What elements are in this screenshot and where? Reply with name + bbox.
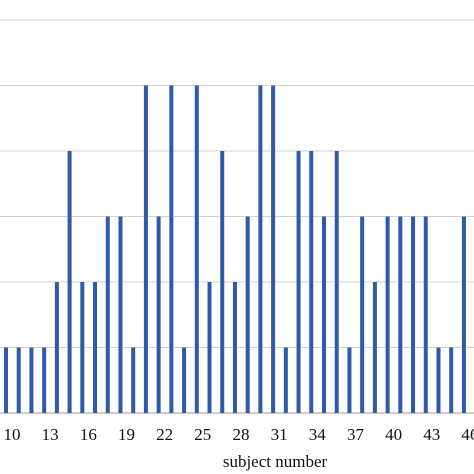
bar bbox=[372, 282, 377, 413]
bar bbox=[156, 216, 161, 413]
bar bbox=[42, 347, 47, 413]
x-tick-label: 31 bbox=[271, 425, 288, 444]
x-tick-label: 40 bbox=[385, 425, 402, 444]
x-tick-label: 22 bbox=[156, 425, 173, 444]
bar bbox=[309, 151, 314, 413]
bar bbox=[220, 151, 225, 413]
x-tick-label: 10 bbox=[4, 425, 21, 444]
bar bbox=[4, 347, 8, 413]
bar bbox=[80, 282, 85, 413]
bar bbox=[143, 85, 148, 413]
bar bbox=[334, 151, 339, 413]
bar bbox=[182, 347, 187, 413]
bar bbox=[207, 282, 212, 413]
bar bbox=[271, 85, 276, 413]
bar bbox=[461, 216, 466, 413]
bar bbox=[322, 216, 326, 413]
bar bbox=[436, 347, 441, 413]
x-tick-label: 28 bbox=[232, 425, 249, 444]
bar bbox=[16, 347, 21, 413]
bar bbox=[54, 282, 59, 413]
bar bbox=[360, 216, 365, 413]
x-tick-label: 34 bbox=[309, 425, 327, 444]
bar bbox=[169, 85, 174, 413]
bar bbox=[411, 216, 416, 413]
x-tick-label: 19 bbox=[118, 425, 135, 444]
bar bbox=[245, 216, 250, 413]
bar bbox=[283, 347, 288, 413]
x-tick-label: 16 bbox=[80, 425, 97, 444]
bar bbox=[296, 151, 301, 413]
bar bbox=[449, 347, 454, 413]
bar bbox=[258, 85, 263, 413]
x-axis-title: subject number bbox=[223, 452, 328, 471]
bar bbox=[118, 216, 123, 413]
x-tick-label: 46 bbox=[461, 425, 474, 444]
bar bbox=[194, 85, 199, 413]
bar bbox=[131, 347, 136, 413]
bar bbox=[93, 282, 98, 413]
bar bbox=[347, 347, 352, 413]
bar bbox=[105, 216, 110, 413]
bar bbox=[232, 282, 237, 413]
x-tick-label: 25 bbox=[194, 425, 211, 444]
x-tick-label: 43 bbox=[423, 425, 440, 444]
bar bbox=[67, 151, 72, 413]
bar bbox=[423, 216, 428, 413]
bar bbox=[385, 216, 390, 413]
x-tick-label: 37 bbox=[347, 425, 365, 444]
x-tick-label: 13 bbox=[42, 425, 59, 444]
bar bbox=[29, 347, 34, 413]
bar bbox=[398, 216, 403, 413]
